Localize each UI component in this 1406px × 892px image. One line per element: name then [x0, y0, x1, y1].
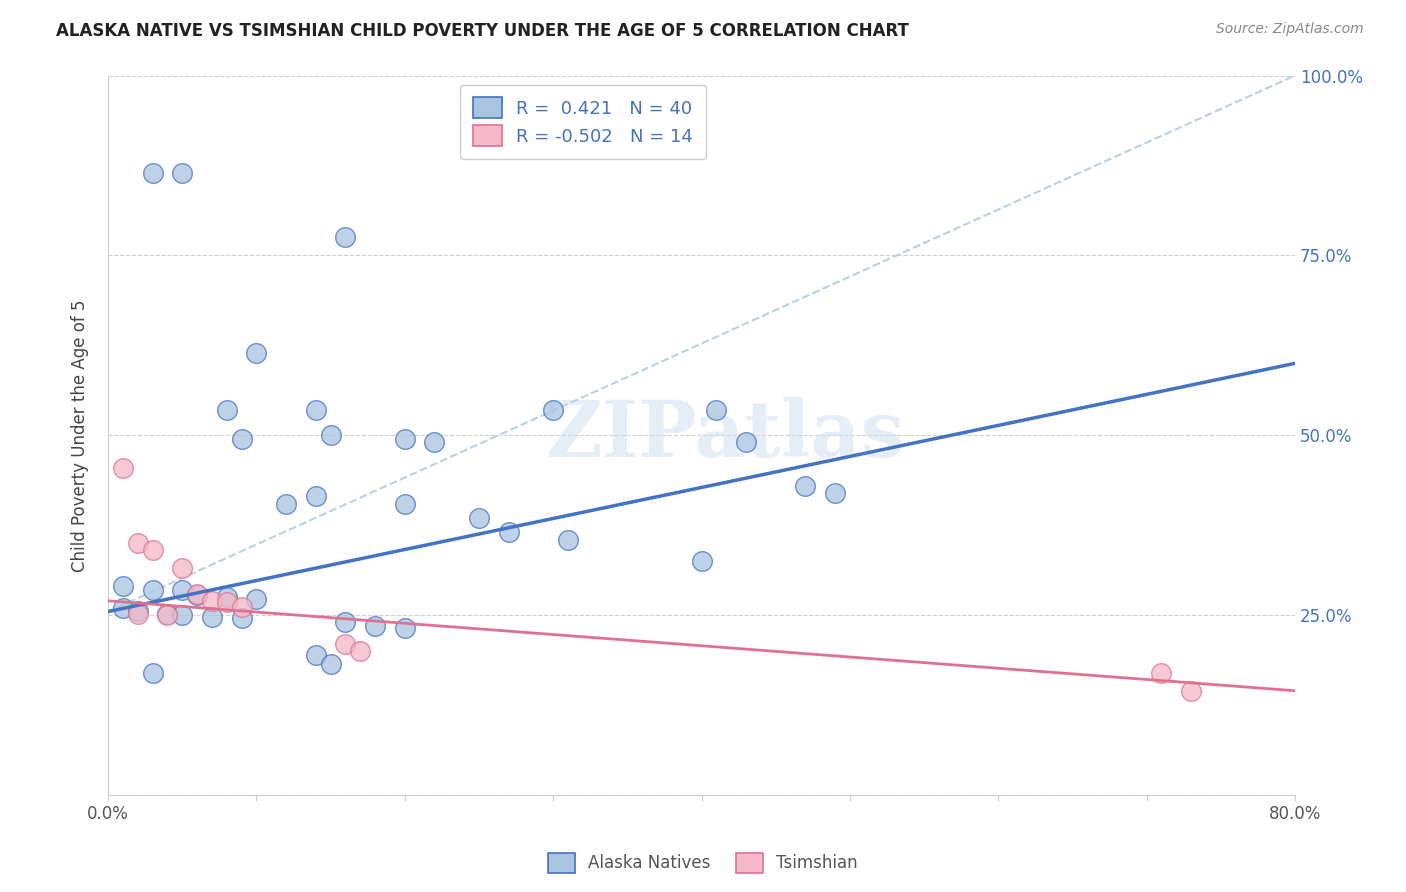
Point [557, 533, 579, 547]
Point [156, 608, 179, 623]
Point [215, 590, 238, 604]
Point [231, 599, 253, 614]
Point [141, 665, 163, 680]
Point [394, 497, 416, 511]
Point [215, 403, 238, 417]
Point [245, 591, 267, 606]
Point [127, 607, 149, 621]
Point [1150, 665, 1173, 680]
Point [172, 582, 194, 597]
Point [186, 588, 208, 602]
Point [305, 490, 328, 504]
Point [231, 611, 253, 625]
Point [245, 345, 267, 359]
Point [156, 607, 179, 621]
Point [364, 619, 387, 633]
Point [394, 432, 416, 446]
Point [794, 478, 817, 492]
Point [735, 435, 758, 450]
Point [824, 486, 846, 500]
Point [127, 536, 149, 550]
Point [231, 432, 253, 446]
Y-axis label: Child Poverty Under the Age of 5: Child Poverty Under the Age of 5 [72, 299, 89, 572]
Point [349, 644, 371, 658]
Point [305, 648, 328, 662]
Point [498, 525, 520, 540]
Point [172, 561, 194, 575]
Point [201, 609, 224, 624]
Point [141, 543, 163, 558]
Point [127, 604, 149, 618]
Point [172, 166, 194, 180]
Point [468, 511, 491, 525]
Legend: Alaska Natives, Tsimshian: Alaska Natives, Tsimshian [541, 847, 865, 880]
Point [1180, 683, 1202, 698]
Point [541, 403, 564, 417]
Point [335, 637, 357, 651]
Point [111, 601, 134, 615]
Point [172, 608, 194, 623]
Point [111, 460, 134, 475]
Point [141, 166, 163, 180]
Point [111, 579, 134, 593]
Point [305, 403, 328, 417]
Point [274, 497, 297, 511]
Text: Source: ZipAtlas.com: Source: ZipAtlas.com [1216, 22, 1364, 37]
Text: ZIPatlas: ZIPatlas [546, 397, 905, 474]
Point [690, 554, 713, 568]
Point [201, 594, 224, 608]
Point [215, 595, 238, 609]
Point [335, 615, 357, 630]
Point [394, 621, 416, 635]
Point [319, 428, 342, 442]
Point [704, 403, 727, 417]
Point [186, 586, 208, 600]
Point [423, 435, 446, 450]
Point [335, 230, 357, 244]
Text: ALASKA NATIVE VS TSIMSHIAN CHILD POVERTY UNDER THE AGE OF 5 CORRELATION CHART: ALASKA NATIVE VS TSIMSHIAN CHILD POVERTY… [56, 22, 910, 40]
Point [319, 657, 342, 672]
Point [141, 582, 163, 597]
Legend: R =  0.421   N = 40, R = -0.502   N = 14: R = 0.421 N = 40, R = -0.502 N = 14 [460, 85, 706, 159]
